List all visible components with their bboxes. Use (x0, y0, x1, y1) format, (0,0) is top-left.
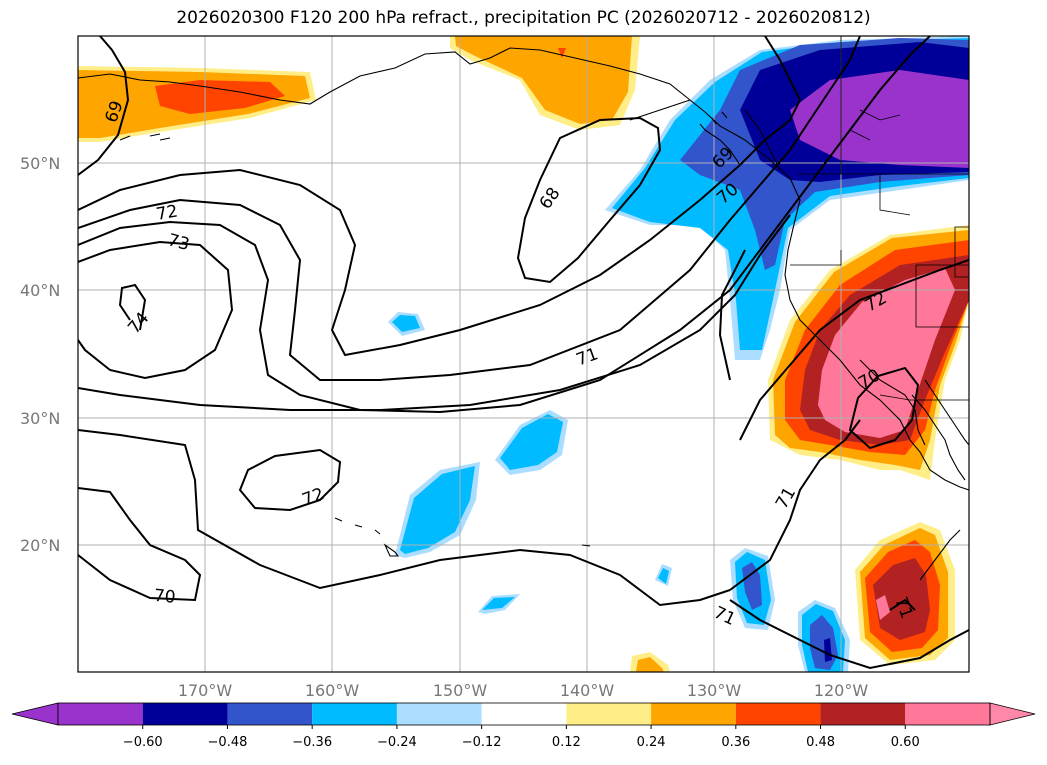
lon-label: 150°W (433, 681, 488, 700)
colorbar-segment (651, 703, 736, 725)
map-title: 2026020300 F120 200 hPa refract., precip… (176, 8, 871, 28)
lon-label: 120°W (814, 681, 869, 700)
colorbar-segment (481, 703, 567, 725)
colorbar-tick-label: −0.12 (462, 735, 502, 750)
colorbar-tick-label: −0.60 (123, 735, 163, 750)
colorbar-extend-low (11, 702, 59, 726)
colorbar-tick-label: 0.12 (552, 735, 581, 750)
lat-label: 20°N (20, 536, 60, 555)
colorbar-segment (312, 703, 397, 725)
colorbar-tick-label: −0.36 (292, 735, 332, 750)
lat-label: 40°N (20, 281, 60, 300)
lon-label: 170°W (178, 681, 233, 700)
colorbar-segment (142, 703, 228, 725)
latitude-labels: 50°N 40°N 30°N 20°N (20, 154, 60, 555)
contour-label: 72 (155, 201, 180, 224)
map-frame (77, 35, 970, 673)
shaded-fields (78, 36, 969, 672)
lon-label: 160°W (305, 681, 360, 700)
lon-label: 130°W (687, 681, 742, 700)
lat-label: 30°N (20, 409, 60, 428)
colorbar-tick-label: −0.24 (377, 735, 417, 750)
coastlines (78, 47, 969, 581)
refractivity-contours (78, 36, 969, 670)
longitude-labels: 170°W 160°W 150°W 140°W 130°W 120°W (178, 681, 869, 700)
colorbar-tick-label: 0.60 (891, 735, 920, 750)
colorbar-tick-label: 0.36 (721, 735, 750, 750)
lat-label: 50°N (20, 154, 60, 173)
political-borders (790, 36, 969, 401)
colorbar-segment (905, 703, 990, 725)
colorbar-tick-label: −0.48 (208, 735, 248, 750)
colorbar-segment (566, 703, 652, 725)
colorbar-segment (820, 703, 906, 725)
colorbar-extend-high (989, 702, 1036, 726)
contour-label: 70 (153, 586, 176, 608)
lon-label: 140°W (560, 681, 615, 700)
colorbar-segment (58, 703, 143, 725)
colorbar-segment (735, 703, 821, 725)
positive-anomaly-gulf-alaska-core (455, 36, 632, 124)
colorbar: −0.60 −0.48 −0.36 −0.24 −0.12 0.12 0.24 0.36 0.4… (11, 702, 1036, 750)
colorbar-tick-label: 0.48 (806, 735, 835, 750)
colorbar-tick-label: 0.24 (637, 735, 666, 750)
colorbar-segment (227, 703, 313, 725)
colorbar-segment (396, 703, 482, 725)
